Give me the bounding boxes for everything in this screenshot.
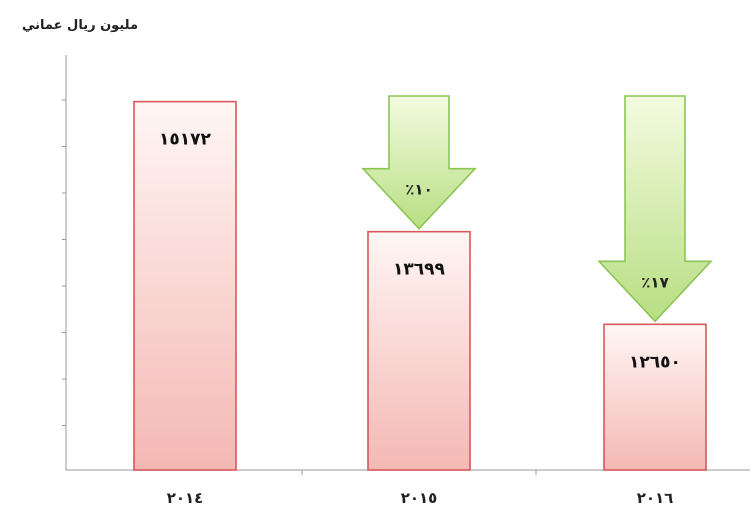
y-axis-unit-label: مليون ريال عماني <box>22 18 138 33</box>
data-label-1: ١٥١٧٢ <box>159 130 212 150</box>
x-tick-label-2: ٢٠١٥ <box>401 489 438 507</box>
bar-2 <box>367 230 471 471</box>
data-label-3: ١٢٦٥٠ <box>629 352 681 372</box>
change-arrows <box>361 95 713 323</box>
x-tick-label-3: ٢٠١٦ <box>637 489 674 507</box>
decrease-arrow-3 <box>597 95 713 323</box>
change-label-2: ٪١٠ <box>405 181 432 199</box>
bar-3 <box>603 323 707 471</box>
bars <box>133 100 707 471</box>
x-tick-label-1: ٢٠١٤ <box>167 489 204 507</box>
decrease-arrow-2 <box>361 95 477 230</box>
bar-1 <box>133 100 237 471</box>
change-label-3: ٪١٧ <box>641 273 668 291</box>
data-label-2: ١٣٦٩٩ <box>393 260 446 280</box>
labels: ١٥١٧٢ ٢٠١٤ ١٣٦٩٩ ٢٠١٥ ٪١٠ ١٢٦٥٠ ٢٠١٦ ٪١٧ <box>159 130 681 507</box>
